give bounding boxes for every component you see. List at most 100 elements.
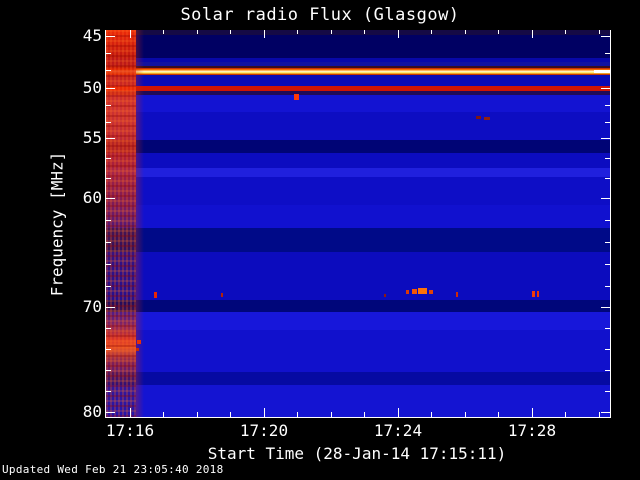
- burst-speckle: [294, 94, 299, 100]
- y-minor-tick: [106, 122, 111, 123]
- spectrogram-band: [106, 252, 610, 300]
- y-major-tick-right: [601, 307, 610, 308]
- x-major-tick-top: [532, 30, 533, 38]
- y-minor-tick: [106, 220, 111, 221]
- spectrogram-band: [106, 75, 610, 86]
- y-minor-tick: [106, 158, 111, 159]
- y-axis-line: [105, 30, 106, 418]
- burst-speckle: [537, 291, 539, 297]
- y-minor-tick: [106, 70, 111, 71]
- y-minor-tick-right: [605, 122, 610, 123]
- y-minor-tick: [106, 328, 111, 329]
- x-major-tick: [264, 408, 265, 417]
- burst-speckle: [154, 292, 157, 298]
- burst-speckle: [136, 348, 139, 351]
- y-tick-label: 55: [82, 128, 102, 147]
- burst-speckle: [456, 292, 458, 297]
- startup-interference-column: [106, 30, 136, 417]
- x-axis-title: Start Time (28-Jan-14 17:15:11): [207, 444, 507, 463]
- x-minor-tick: [297, 412, 298, 417]
- x-minor-tick: [331, 412, 332, 417]
- x-minor-tick-top: [331, 30, 332, 34]
- burst-speckle: [594, 70, 610, 73]
- y-major-tick-right: [601, 138, 610, 139]
- y-minor-tick-right: [605, 370, 610, 371]
- y-tick-label: 45: [82, 26, 102, 45]
- spectrogram-band: [106, 177, 610, 205]
- x-tick-label: 17:24: [373, 421, 423, 440]
- spectrogram-band: [106, 91, 610, 95]
- y-minor-tick-right: [605, 264, 610, 265]
- spectrogram-band: [106, 300, 610, 312]
- spectrogram-band: [106, 372, 610, 385]
- y-tick-label: 50: [82, 78, 102, 97]
- y-minor-tick-right: [605, 242, 610, 243]
- x-minor-tick: [163, 412, 164, 417]
- y-minor-tick-right: [605, 178, 610, 179]
- x-major-tick-top: [398, 30, 399, 38]
- y-minor-tick: [106, 242, 111, 243]
- x-major-tick: [532, 408, 533, 417]
- x-major-tick: [130, 408, 131, 417]
- spectrogram-band: [106, 385, 610, 417]
- y-minor-tick-right: [605, 105, 610, 106]
- burst-speckle: [484, 117, 490, 120]
- y-major-tick-right: [601, 88, 610, 89]
- x-minor-tick: [465, 412, 466, 417]
- updated-timestamp: Updated Wed Feb 21 23:05:40 2018: [2, 463, 224, 476]
- spectrogram-band: [106, 62, 610, 66]
- spectrogram-image: [106, 30, 610, 417]
- x-tick-label: 17:28: [507, 421, 557, 440]
- y-major-tick: [106, 198, 115, 199]
- x-minor-tick-top: [364, 30, 365, 34]
- y-minor-tick-right: [605, 349, 610, 350]
- y-major-tick: [106, 138, 115, 139]
- x-minor-tick: [431, 412, 432, 417]
- burst-speckle: [532, 291, 535, 297]
- y-minor-tick-right: [605, 220, 610, 221]
- burst-speckle: [384, 294, 386, 297]
- y-axis-title: Frequency [MHz]: [47, 151, 67, 297]
- spectrogram-band: [106, 68, 610, 75]
- spectrogram-band: [106, 30, 610, 35]
- burst-speckle: [412, 289, 417, 294]
- x-minor-tick-top: [465, 30, 466, 34]
- x-minor-tick: [565, 412, 566, 417]
- y-major-tick-right: [601, 36, 610, 37]
- y-tick-label: 70: [82, 297, 102, 316]
- y-minor-tick-right: [605, 328, 610, 329]
- startup-interference-texture: [106, 30, 136, 417]
- burst-speckle: [418, 288, 427, 294]
- y-minor-tick: [106, 264, 111, 265]
- x-minor-tick: [498, 412, 499, 417]
- x-minor-tick-top: [163, 30, 164, 34]
- startup-interference-fade: [136, 30, 144, 417]
- x-minor-tick-top: [498, 30, 499, 34]
- y-tick-label: 80: [82, 402, 102, 421]
- x-axis-line: [105, 417, 611, 418]
- x-major-tick-top: [130, 30, 131, 38]
- y-minor-tick-right: [605, 53, 610, 54]
- y-tick-label: 60: [82, 188, 102, 207]
- y-major-tick: [106, 412, 115, 413]
- y-minor-tick-right: [605, 391, 610, 392]
- burst-speckle: [406, 290, 409, 294]
- x-minor-tick-top: [197, 30, 198, 34]
- y-major-tick: [106, 36, 115, 37]
- y-minor-tick: [106, 286, 111, 287]
- y-major-tick: [106, 307, 115, 308]
- y-major-tick-right: [601, 198, 610, 199]
- spectrogram-band: [106, 95, 610, 112]
- spectrogram-band: [106, 205, 610, 228]
- x-minor-tick-top: [230, 30, 231, 34]
- x-minor-tick-top: [431, 30, 432, 34]
- x-minor-tick: [197, 412, 198, 417]
- spectrogram-band: [106, 66, 610, 68]
- burst-speckle: [221, 293, 223, 297]
- y-minor-tick-right: [605, 158, 610, 159]
- page-title: Solar radio Flux (Glasgow): [180, 5, 460, 25]
- y-minor-tick: [106, 370, 111, 371]
- spectrogram-band: [106, 35, 610, 58]
- x-major-tick-top: [264, 30, 265, 38]
